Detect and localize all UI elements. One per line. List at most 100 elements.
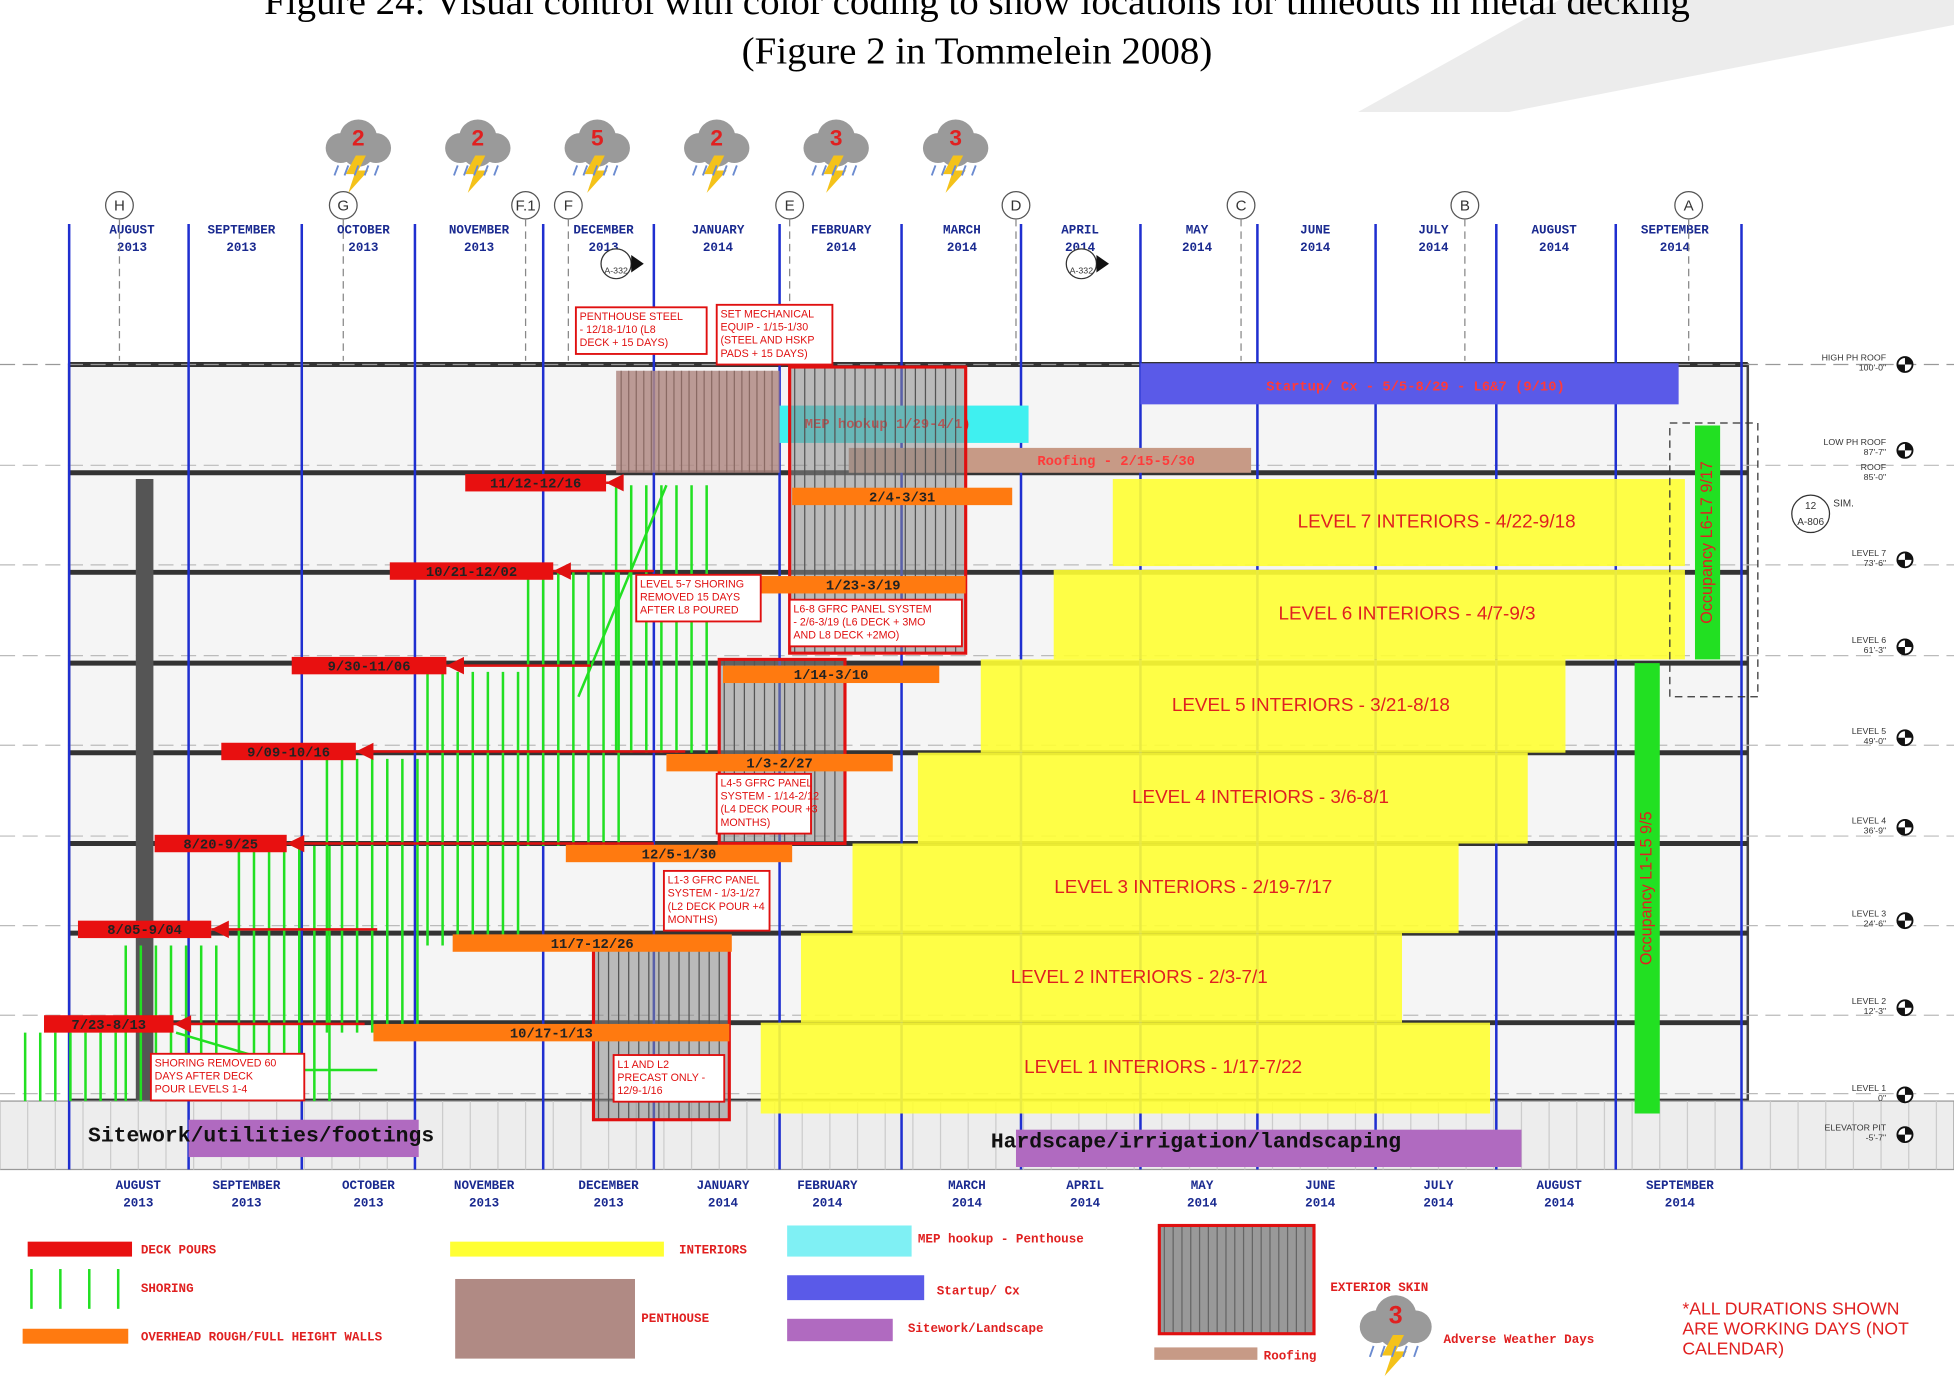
level-marker-fill (1897, 639, 1913, 655)
hardscape-label: Hardscape/irrigation/landscaping (991, 1131, 1401, 1155)
month-label: FEBRUARY (811, 223, 872, 237)
year-label: 2013 (231, 1196, 261, 1210)
deck-pour-label: 9/30-11/06 (328, 660, 411, 676)
level-elevation: -5'-7" (1866, 1133, 1886, 1143)
month-label: APRIL (1066, 1179, 1104, 1193)
year-label: 2014 (826, 241, 857, 255)
legend-label: Startup/ Cx (937, 1285, 1020, 1299)
note-line: L1 AND L2 (617, 1059, 669, 1071)
level-elevation: 49'-0" (1864, 736, 1886, 746)
weather-rain (353, 165, 360, 176)
note-box (715, 772, 812, 835)
level-name: LEVEL 6 (1852, 635, 1887, 645)
weather-rain (473, 165, 479, 176)
overhead-bar (565, 844, 793, 863)
deck-pour-arrowhead (606, 474, 624, 492)
legend-weather-days: 3 (1389, 1303, 1403, 1330)
interiors-bar (800, 933, 1403, 1023)
level-elevation: 73'-6" (1864, 558, 1886, 568)
level-elevation: 24'-6" (1864, 919, 1886, 929)
month-label: JULY (1418, 223, 1449, 237)
level-name: LEVEL 2 (1852, 996, 1887, 1006)
deck-pour-arrowhead (355, 742, 374, 761)
shoring-arrow (577, 484, 668, 698)
weather-rain (930, 165, 937, 176)
month-label: MAY (1191, 1179, 1214, 1193)
weather-days: 3 (949, 125, 962, 150)
exterior-skin-outline (717, 657, 847, 846)
grid-label: C (1236, 198, 1247, 215)
year-label: 2014 (947, 241, 978, 255)
month-label: JUNE (1305, 1179, 1335, 1193)
year-label: 2014 (1187, 1196, 1218, 1210)
grid-label: G (337, 198, 349, 215)
legend-label: Roofing (1264, 1349, 1317, 1363)
section-label: A-332 (604, 266, 628, 276)
sitework-label: Sitework/utilities/footings (88, 1125, 434, 1149)
weather-days: 2 (472, 125, 485, 150)
note-box (149, 1052, 306, 1102)
note-box (715, 303, 834, 366)
deck-pour-bar (154, 834, 287, 853)
interiors-bar (852, 843, 1459, 934)
interiors-bar (917, 752, 1528, 844)
deck-pour-arrowhead (553, 562, 571, 580)
occupancy-bar (1694, 425, 1721, 660)
grid-label: A (1684, 198, 1694, 215)
note-line: POUR LEVELS 1-4 (155, 1084, 248, 1096)
interiors-bar (980, 659, 1566, 753)
section-mark (1791, 494, 1831, 534)
overhead-bar (373, 1023, 730, 1042)
overhead-label: 1/23-3/19 (826, 579, 901, 595)
interiors-label: LEVEL 2 INTERIORS - 2/3-7/1 (1011, 966, 1268, 987)
interiors-bar (760, 1022, 1491, 1114)
year-label: 2014 (952, 1196, 983, 1210)
weather-rain (373, 165, 380, 176)
interiors-label: LEVEL 4 INTERIORS - 3/6-8/1 (1132, 786, 1389, 807)
deck-pour-bar (44, 1015, 174, 1033)
year-label: 2013 (593, 1196, 623, 1210)
note-line: (L2 DECK POUR +4 (668, 901, 765, 913)
weather-days: 5 (591, 125, 604, 150)
interiors-label: LEVEL 6 INTERIORS - 4/7-9/3 (1279, 603, 1536, 624)
weather-cloud (342, 134, 375, 167)
section-label: A-806 (1797, 517, 1824, 528)
month-label: MARCH (948, 1179, 986, 1193)
level-name: ELEVATOR PIT (1824, 1123, 1886, 1133)
weather-rain (333, 165, 340, 176)
level-elevation: 87'-7" (1864, 447, 1886, 457)
year-label: 2014 (1418, 241, 1449, 255)
note-line: REMOVED 15 DAYS (640, 592, 740, 604)
section-mark (600, 248, 632, 280)
note-line: SET MECHANICAL (720, 309, 814, 321)
legend-swatch-roofing (1154, 1347, 1258, 1360)
month-label: FEBRUARY (797, 1179, 858, 1193)
weather-rain (602, 165, 609, 176)
deck-pour-label: 8/05-9/04 (107, 923, 182, 939)
level-name: LEVEL 3 (1852, 909, 1887, 919)
level-elevation: 0" (1878, 1093, 1886, 1103)
title-line: (Figure 2 in Tommelein 2008) (742, 30, 1213, 73)
penthouse (616, 370, 780, 473)
legend-swatch-deck (27, 1241, 133, 1257)
deck-pour-label: 9/09-10/16 (247, 745, 330, 761)
legend-swatch-startup (787, 1275, 925, 1301)
month-label: MARCH (943, 223, 981, 237)
legend-label: Adverse Weather Days (1443, 1333, 1594, 1347)
level-name: LEVEL 1 (1852, 1083, 1887, 1093)
occupancy-label: Occupancy L6-L7 9/17 (1698, 461, 1716, 624)
month-label: DECEMBER (578, 1179, 639, 1193)
weather-rain (961, 165, 967, 176)
legend-weather-cloud (1377, 1311, 1414, 1348)
deck-pour-arrowhead (211, 920, 229, 939)
weather-days: 3 (830, 125, 843, 150)
year-label: 2013 (117, 241, 147, 255)
weather-cloud (819, 134, 853, 167)
legend-weather-rain (1413, 1345, 1419, 1358)
legend-weather-rain (1368, 1345, 1375, 1358)
hardscape-bar (1015, 1129, 1522, 1168)
legend-label: PENTHOUSE (641, 1312, 709, 1326)
year-label: 2014 (1423, 1196, 1454, 1210)
